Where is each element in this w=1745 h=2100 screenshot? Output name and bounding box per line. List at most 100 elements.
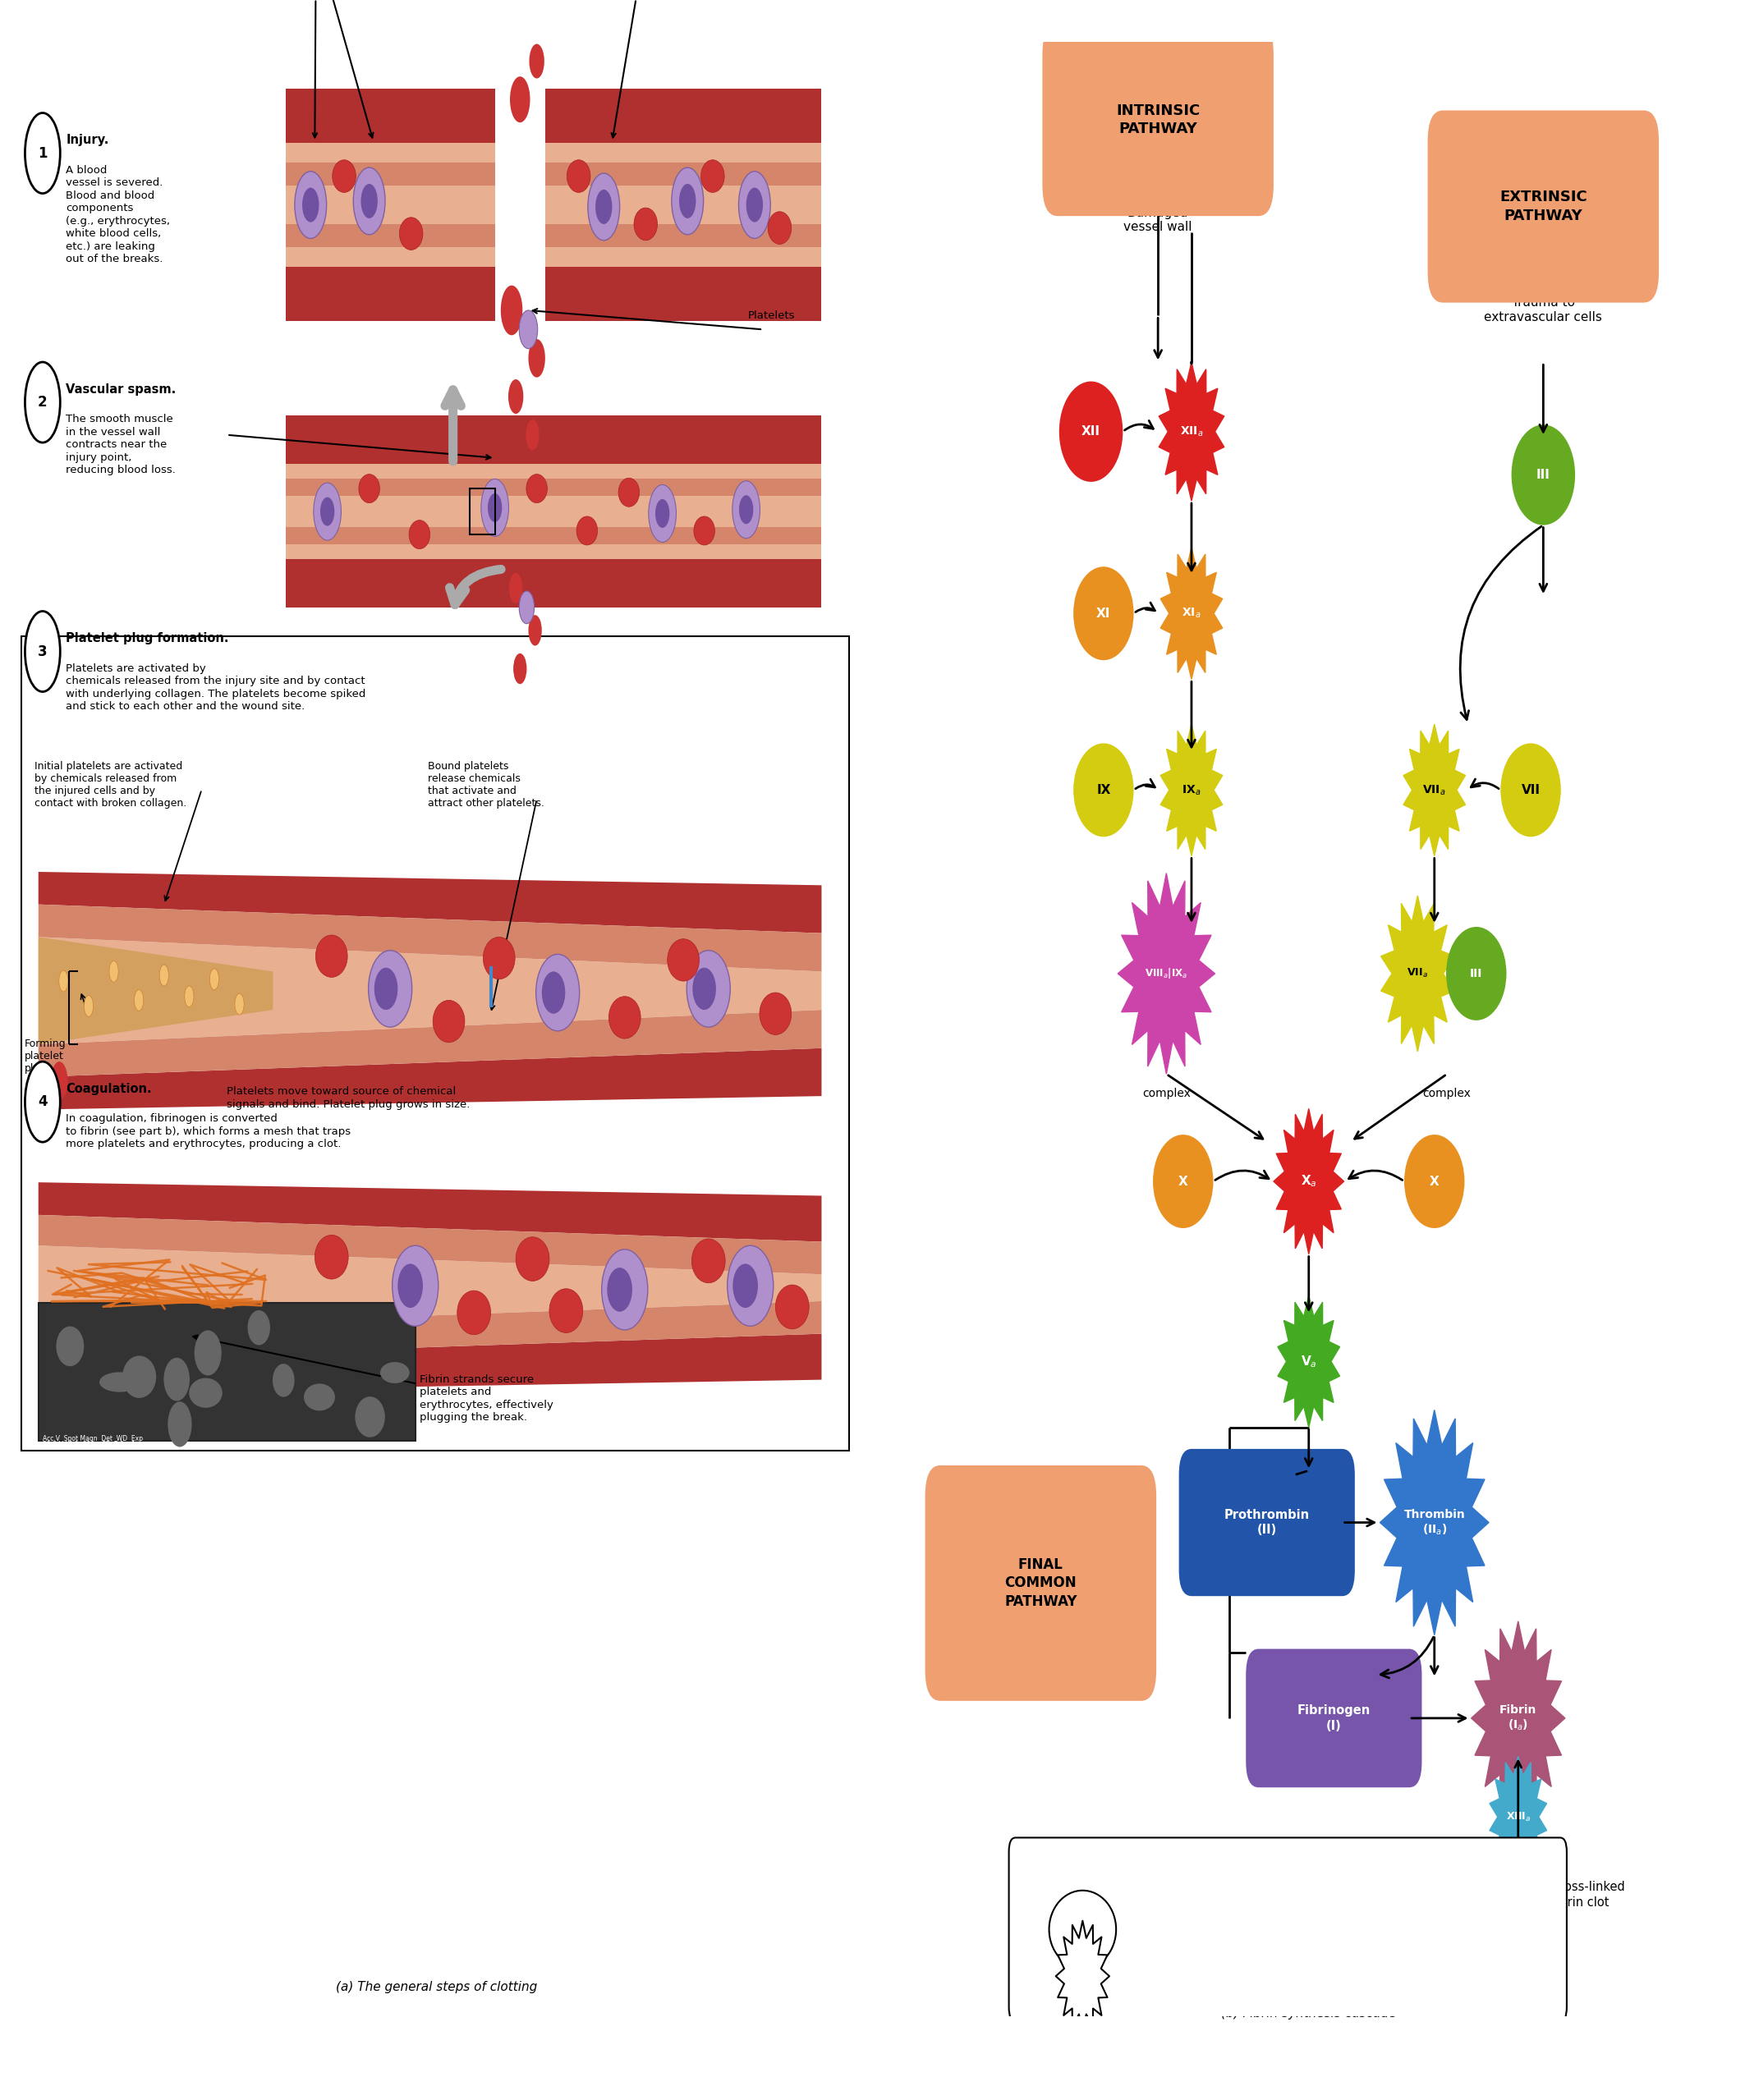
Text: Fibrinogen
(I): Fibrinogen (I) [1297, 1705, 1370, 1732]
Ellipse shape [1153, 1134, 1213, 1228]
Ellipse shape [321, 498, 335, 525]
Ellipse shape [667, 939, 700, 981]
Circle shape [209, 968, 218, 989]
Bar [286, 416, 822, 464]
Bar [21, 636, 850, 1451]
Ellipse shape [408, 521, 429, 548]
Ellipse shape [302, 187, 319, 223]
Ellipse shape [550, 1289, 583, 1334]
Text: V$_a$: V$_a$ [1300, 1354, 1317, 1369]
Ellipse shape [400, 218, 422, 250]
Text: Platelet plug formation.: Platelet plug formation. [66, 632, 229, 645]
Ellipse shape [607, 1268, 632, 1312]
Polygon shape [1160, 548, 1223, 678]
Text: Forming
platelet
plug: Forming platelet plug [24, 1040, 66, 1073]
Circle shape [510, 573, 522, 603]
Text: Bound platelets
release chemicals
that activate and
attract other platelets.: Bound platelets release chemicals that a… [428, 760, 544, 808]
Ellipse shape [609, 995, 640, 1040]
FancyBboxPatch shape [1246, 1648, 1422, 1787]
Text: Factor: inactive state: Factor: inactive state [1129, 1924, 1255, 1936]
Ellipse shape [693, 968, 715, 1010]
Circle shape [529, 615, 541, 645]
Text: complex: complex [1143, 1088, 1190, 1100]
Circle shape [525, 420, 539, 449]
Text: Platelets move toward source of chemical
signals and bind. Platelet plug grows i: Platelets move toward source of chemical… [227, 1086, 469, 1111]
Text: X: X [1178, 1176, 1188, 1186]
Ellipse shape [295, 172, 326, 239]
Ellipse shape [368, 951, 412, 1027]
Ellipse shape [188, 1378, 222, 1407]
Text: IX$_a$: IX$_a$ [1181, 783, 1201, 796]
Text: The smooth muscle
in the vessel wall
contracts near the
injury point,
reducing b: The smooth muscle in the vessel wall con… [66, 414, 176, 475]
Polygon shape [38, 937, 272, 1044]
Bar [544, 143, 822, 267]
Text: INTRINSIC
PATHWAY: INTRINSIC PATHWAY [1117, 103, 1201, 136]
Text: A blood
vessel is severed.
Blood and blood
components
(e.g., erythrocytes,
white: A blood vessel is severed. Blood and blo… [66, 164, 171, 265]
Bar [286, 225, 496, 248]
Text: Injury.: Injury. [66, 134, 108, 147]
Ellipse shape [656, 500, 670, 527]
Ellipse shape [520, 311, 537, 349]
Polygon shape [38, 1245, 822, 1329]
Polygon shape [1403, 724, 1466, 857]
Circle shape [508, 380, 524, 414]
Text: Platelets are activated by
chemicals released from the injury site and by contac: Platelets are activated by chemicals rel… [66, 664, 366, 712]
Bar [286, 143, 496, 267]
Ellipse shape [1501, 743, 1560, 836]
Text: White blood cells: White blood cells [269, 0, 363, 136]
Ellipse shape [588, 174, 619, 239]
Text: 3: 3 [38, 645, 47, 659]
Ellipse shape [398, 1264, 422, 1308]
Ellipse shape [649, 485, 677, 542]
Text: Factor: active state: Factor: active state [1129, 1970, 1244, 1982]
Ellipse shape [759, 993, 792, 1035]
Ellipse shape [733, 481, 761, 538]
Ellipse shape [695, 517, 715, 546]
Text: VII$_a$: VII$_a$ [1406, 968, 1427, 981]
Bar [38, 1304, 415, 1441]
Circle shape [24, 361, 59, 443]
Polygon shape [38, 872, 822, 932]
Bar [286, 162, 496, 185]
Circle shape [110, 962, 119, 983]
Ellipse shape [728, 1245, 773, 1325]
Ellipse shape [248, 1310, 270, 1346]
FancyBboxPatch shape [925, 1466, 1157, 1701]
Polygon shape [1277, 1296, 1340, 1428]
Polygon shape [38, 1048, 822, 1109]
Ellipse shape [373, 968, 398, 1010]
Ellipse shape [361, 185, 377, 218]
Bar [544, 88, 822, 143]
Ellipse shape [122, 1357, 155, 1399]
Text: X$_a$: X$_a$ [1300, 1174, 1317, 1189]
Polygon shape [1380, 897, 1454, 1052]
Text: FINAL
COMMON
PATHWAY: FINAL COMMON PATHWAY [1005, 1558, 1077, 1609]
Circle shape [51, 1063, 68, 1100]
Text: III: III [1469, 968, 1483, 979]
Circle shape [501, 286, 522, 336]
Ellipse shape [775, 1285, 810, 1329]
Ellipse shape [738, 172, 771, 239]
Ellipse shape [99, 1371, 140, 1392]
Ellipse shape [1073, 743, 1134, 836]
Text: XII$_a$: XII$_a$ [1180, 424, 1204, 439]
Bar [544, 162, 822, 185]
Ellipse shape [768, 212, 792, 244]
Text: IX: IX [1096, 783, 1110, 796]
Circle shape [529, 44, 544, 78]
Text: Cross-linked
fibrin clot: Cross-linked fibrin clot [1551, 1882, 1625, 1909]
Circle shape [24, 1063, 59, 1142]
Ellipse shape [618, 479, 639, 506]
Ellipse shape [393, 1245, 438, 1325]
Polygon shape [38, 937, 822, 1044]
Ellipse shape [314, 1235, 349, 1279]
Ellipse shape [380, 1363, 410, 1384]
Circle shape [185, 985, 194, 1008]
Bar [544, 225, 822, 248]
Ellipse shape [1049, 1890, 1117, 1968]
Text: 1: 1 [38, 145, 47, 160]
Polygon shape [1159, 363, 1225, 502]
Bar [286, 479, 822, 496]
Ellipse shape [56, 1327, 84, 1367]
Circle shape [24, 611, 59, 691]
